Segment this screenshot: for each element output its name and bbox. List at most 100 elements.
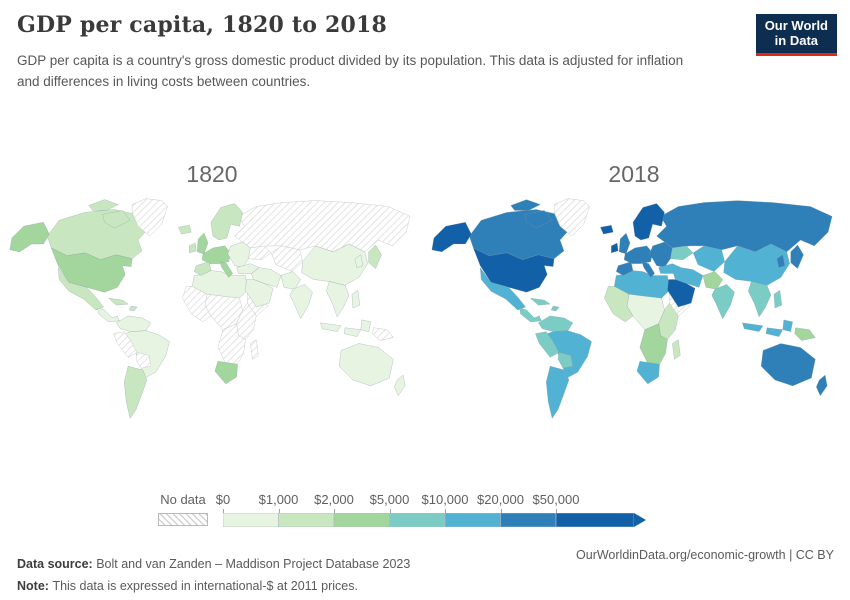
- region-argentinaChile[interactable]: [545, 365, 570, 419]
- region-alaska[interactable]: [9, 222, 50, 253]
- legend-swatch-0: [222, 512, 279, 528]
- region-uk[interactable]: [196, 232, 209, 255]
- region-argentinaChile[interactable]: [123, 365, 148, 419]
- region-iceland[interactable]: [600, 224, 614, 235]
- legend-swatch-1: [278, 512, 335, 528]
- region-arabia[interactable]: [245, 279, 274, 308]
- region-newZealand[interactable]: [816, 374, 828, 397]
- region-uk[interactable]: [618, 232, 631, 255]
- footer-link[interactable]: OurWorldinData.org/economic-growth | CC …: [576, 548, 834, 562]
- region-greenland[interactable]: [553, 198, 590, 237]
- region-scandinavia[interactable]: [210, 203, 243, 241]
- legend-swatch-3: [389, 512, 446, 528]
- legend-bin-label-4: $10,000: [421, 492, 469, 507]
- chart-subtitle: GDP per capita is a country's gross dome…: [17, 51, 683, 93]
- region-china[interactable]: [723, 243, 790, 286]
- map-year-label-2018: 2018: [608, 161, 660, 187]
- owid-logo-line-1: Our World: [764, 18, 828, 33]
- legend-tick: [223, 509, 224, 513]
- owid-logo[interactable]: Our World in Data: [755, 14, 837, 56]
- legend-swatch-6: [555, 512, 635, 528]
- region-russia[interactable]: [234, 200, 411, 253]
- region-scandinavia[interactable]: [632, 203, 665, 241]
- region-centralAmerica[interactable]: [519, 307, 542, 323]
- region-bolivia[interactable]: [557, 352, 574, 369]
- region-newGuinea[interactable]: [794, 327, 816, 341]
- legend-color-bar: [222, 512, 647, 528]
- region-australia[interactable]: [338, 343, 394, 387]
- region-seAsia[interactable]: [326, 281, 350, 318]
- region-pakistanAfghan[interactable]: [702, 271, 723, 290]
- legend-swatch-5: [500, 512, 557, 528]
- region-korea[interactable]: [776, 254, 786, 268]
- region-iberia[interactable]: [193, 261, 212, 276]
- world-map-1820: [2, 196, 416, 424]
- region-ukraine[interactable]: [670, 245, 694, 260]
- region-ukraine[interactable]: [248, 245, 272, 260]
- region-alaska[interactable]: [431, 222, 472, 253]
- region-bolivia[interactable]: [135, 352, 152, 369]
- region-caribbean[interactable]: [108, 297, 138, 312]
- legend-tick: [445, 509, 446, 513]
- footer-note-label: Note:: [17, 578, 49, 593]
- legend-tick: [500, 509, 502, 513]
- region-ireland[interactable]: [611, 242, 619, 254]
- legend-bin-label-3: $5,000: [369, 492, 410, 507]
- region-centralAmerica[interactable]: [97, 307, 120, 323]
- region-southAfrica[interactable]: [636, 361, 660, 385]
- region-canada[interactable]: [469, 209, 571, 260]
- region-eastEurope[interactable]: [227, 241, 251, 268]
- region-canadaIslands[interactable]: [510, 199, 553, 229]
- footer-source: Data source: Bolt and van Zanden – Maddi…: [17, 557, 410, 571]
- region-philippines[interactable]: [351, 290, 361, 309]
- region-italy[interactable]: [641, 261, 655, 278]
- region-newGuinea[interactable]: [372, 327, 394, 341]
- legend-bin-label-0: $0: [215, 492, 231, 507]
- region-madagascar[interactable]: [250, 339, 259, 360]
- region-japan[interactable]: [368, 244, 382, 269]
- region-colombiaVenezuela[interactable]: [538, 315, 574, 332]
- footer-note: Note: This data is expressed in internat…: [17, 579, 358, 593]
- region-seAsia[interactable]: [748, 281, 772, 318]
- subtitle-line-2: and differences in living costs between …: [17, 73, 311, 89]
- legend-tick: [556, 509, 557, 513]
- region-greenland[interactable]: [131, 198, 168, 237]
- region-korea[interactable]: [354, 254, 364, 268]
- region-arabia[interactable]: [667, 279, 696, 308]
- region-russia[interactable]: [656, 200, 833, 253]
- region-madagascar[interactable]: [672, 339, 681, 360]
- region-ireland[interactable]: [189, 242, 197, 254]
- region-italy[interactable]: [219, 261, 233, 278]
- region-caribbean[interactable]: [530, 297, 560, 312]
- region-australia[interactable]: [760, 343, 816, 387]
- region-indonesia[interactable]: [320, 319, 371, 337]
- region-southernAfrica[interactable]: [639, 323, 668, 365]
- subtitle-line-1: GDP per capita is a country's gross dome…: [17, 53, 684, 68]
- region-japan[interactable]: [790, 244, 804, 269]
- region-indonesia[interactable]: [742, 319, 793, 337]
- region-southAfrica[interactable]: [214, 361, 238, 385]
- region-philippines[interactable]: [773, 290, 783, 309]
- world-map-svg-2018: [431, 198, 833, 419]
- region-southernAfrica[interactable]: [217, 323, 246, 365]
- region-pakistanAfghan[interactable]: [280, 271, 301, 290]
- region-colombiaVenezuela[interactable]: [116, 315, 152, 332]
- region-canadaIslands[interactable]: [88, 199, 131, 229]
- region-iberia[interactable]: [615, 261, 634, 276]
- region-india[interactable]: [289, 284, 313, 320]
- region-centralAsia[interactable]: [270, 245, 303, 272]
- region-newZealand[interactable]: [394, 374, 406, 397]
- region-eastEurope[interactable]: [649, 241, 673, 268]
- region-china[interactable]: [301, 243, 368, 286]
- region-westEurope[interactable]: [201, 245, 231, 264]
- region-westEurope[interactable]: [623, 245, 653, 264]
- region-india[interactable]: [711, 284, 735, 320]
- region-canada[interactable]: [47, 209, 149, 260]
- region-centralAsia[interactable]: [692, 245, 725, 272]
- legend-tick: [334, 509, 335, 513]
- region-iceland[interactable]: [178, 224, 192, 235]
- legend-tick: [389, 509, 391, 513]
- legend-color-bar-svg: [222, 512, 646, 528]
- legend-swatch-4: [444, 512, 501, 528]
